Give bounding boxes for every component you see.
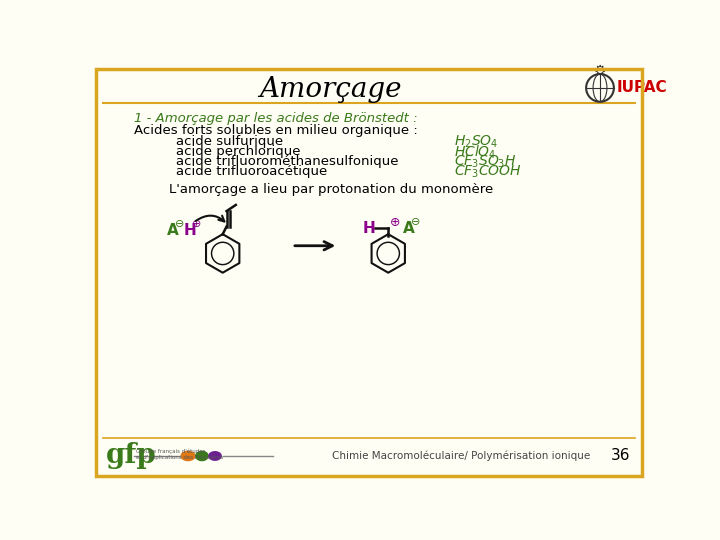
Text: Amorçage: Amorçage [259,76,402,103]
Text: acide perchlorique: acide perchlorique [176,145,301,158]
Text: A: A [403,220,415,235]
Polygon shape [181,451,195,461]
Text: IUPAC: IUPAC [617,80,667,96]
Text: acide trifluorométhanesulfonique: acide trifluorométhanesulfonique [176,156,399,168]
Text: $HClO_4$: $HClO_4$ [454,143,496,160]
Text: L'amorçage a lieu par protonation du monomère: L'amorçage a lieu par protonation du mon… [168,183,493,196]
Text: ⊕: ⊕ [390,216,400,229]
Text: $CF_3COOH$: $CF_3COOH$ [454,164,521,180]
Text: ⊕: ⊕ [192,219,201,229]
Text: Chimie Macromoléculaire/ Polymérisation ionique: Chimie Macromoléculaire/ Polymérisation … [332,451,590,461]
Text: A: A [167,223,179,238]
Text: Groupe français d'études: Groupe français d'études [137,449,206,454]
Text: Acides forts solubles en milieu organique :: Acides forts solubles en milieu organiqu… [134,124,418,137]
Text: gfp: gfp [106,442,156,469]
Text: ⊖: ⊖ [175,219,184,229]
Text: H: H [363,220,375,235]
Text: 1 - Amorçage par les acides de Brönstedt :: 1 - Amorçage par les acides de Brönstedt… [134,112,418,125]
Polygon shape [196,451,208,461]
Polygon shape [209,452,221,460]
Text: $H_2SO_4$: $H_2SO_4$ [454,133,498,150]
Text: $CF_3SO_3H$: $CF_3SO_3H$ [454,153,516,170]
Text: ⚙: ⚙ [594,64,606,78]
Text: acide trifluoroacétique: acide trifluoroacétique [176,165,328,178]
Text: et d'applications des Polymères: et d'applications des Polymères [137,455,224,460]
Text: acide sulfurique: acide sulfurique [176,136,284,148]
Text: 36: 36 [611,448,631,463]
Text: H: H [183,223,196,238]
Text: ⊖: ⊖ [411,217,420,227]
